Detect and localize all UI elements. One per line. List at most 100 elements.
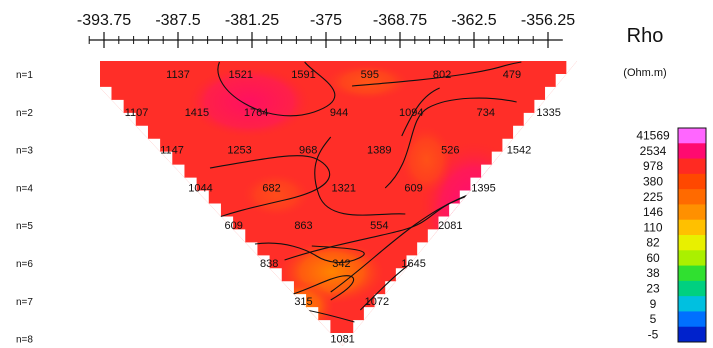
edge-step [523,112,535,126]
edge-step [481,164,492,178]
legend-value-label: 9 [650,297,657,311]
data-point-label: 1321 [332,182,356,194]
edge-step [459,190,471,204]
contour-line [254,242,365,264]
data-point-label: 1645 [401,258,425,270]
legend-value-label: 38 [646,266,660,280]
legend-color-swatch [678,326,706,343]
data-point-label: 1389 [367,145,391,157]
edge-step [111,99,124,113]
legend-color-swatch [678,128,706,144]
legend-color-swatch [678,189,706,205]
data-point-label: 1081 [330,334,354,346]
edge-step [306,307,319,321]
legend-color-swatch [678,265,706,282]
contour-line [401,87,440,137]
edge-step [172,164,185,178]
data-point-label: 1591 [291,69,315,81]
x-tick-label: -368.75 [373,12,427,29]
contour-line [286,275,355,301]
x-tick-label: -375 [310,12,342,29]
data-point-label: 595 [361,69,379,81]
depth-level-label: n=1 [16,70,33,81]
data-point-label: 342 [332,258,350,270]
legend-value-label: -5 [648,327,659,341]
data-point-label: 1044 [188,182,212,194]
depth-level-label: n=7 [16,297,33,308]
legend-color-swatch [678,296,706,312]
legend-color-swatch [678,173,706,190]
high-resistivity-zone [187,66,312,138]
edge-step [545,86,556,100]
depth-level-label: n=8 [16,335,33,346]
contour-line [202,155,331,223]
x-tick-label: -381.25 [225,12,279,29]
legend-value-label: 380 [643,175,663,189]
edge-step [87,73,100,87]
edge-step [363,307,375,321]
data-point-label: 1094 [399,107,423,119]
edge-step [99,86,112,100]
data-point-labels: 1137 1521 1591 595 802 479 1107 1415 1764 944 1094… [125,69,561,346]
data-point-label: 863 [294,220,312,232]
data-point-label: 1415 [185,107,209,119]
legend-value-label: 23 [646,282,660,296]
data-point-label: 1107 [125,107,149,119]
data-point-label: 315 [294,296,312,308]
x-tick-label: -362.5 [451,12,496,29]
low-resistivity-zone [400,126,453,194]
depth-levels: n=1 n=2 n=3 n=4 n=5 n=6 n=7 n=8 [16,70,33,346]
data-point-label: 526 [441,145,459,157]
data-point-label: 1395 [471,182,495,194]
data-point-label: 1521 [229,69,253,81]
data-point-label: 682 [262,182,280,194]
legend-value-label: 225 [643,190,663,204]
depth-level-label: n=3 [16,146,33,157]
contour-line [351,61,522,87]
edge-step [353,320,364,334]
edge-step [427,229,439,243]
legend-color-swatch [678,204,706,221]
data-point-label: 944 [330,107,348,119]
x-axis: -393.75 -387.5 -381.25 -375 -368.75 -362.5 -35… [77,12,575,48]
edge-step [318,320,331,334]
edge-step [208,203,221,217]
legend-value-label: 5 [650,312,657,326]
legend-unit: (Ohm.m) [623,67,666,79]
legend-color-swatch [678,250,706,267]
legend-color-swatch [678,235,706,251]
depth-level-label: n=4 [16,183,33,194]
legend-title: Rho [627,25,664,47]
data-point-label: 1253 [227,145,251,157]
data-point-label: 2081 [438,220,462,232]
edge-step [269,268,282,282]
edge-step [417,242,428,256]
resistivity-field [74,61,578,346]
data-point-label: 1542 [507,145,531,157]
data-point-label: 1147 [160,145,184,157]
edge-step [449,203,460,217]
data-point-label: 1137 [166,69,190,81]
depth-level-label: n=6 [16,259,33,270]
legend-bar-outline [677,127,707,343]
data-point-label: 734 [477,107,495,119]
edge-step [147,138,161,152]
legend-color-swatch [678,143,706,160]
legend-value-label: 60 [646,251,660,265]
depth-level-label: n=2 [16,108,33,119]
legend-value-label: 41569 [636,129,670,143]
edge-step [135,125,148,139]
x-tick-label: -356.25 [521,12,575,29]
data-point-label: 479 [503,69,521,81]
contour-line [314,136,406,216]
legend-color-swatch [678,311,706,328]
data-point-label: 609 [224,220,242,232]
legend-color-swatch [678,158,706,175]
edge-step [491,151,503,165]
low-resistivity-zone [242,173,311,217]
data-point-label: 968 [299,145,317,157]
legend-color-swatch [678,280,706,297]
legend-value-label: 978 [643,159,663,173]
